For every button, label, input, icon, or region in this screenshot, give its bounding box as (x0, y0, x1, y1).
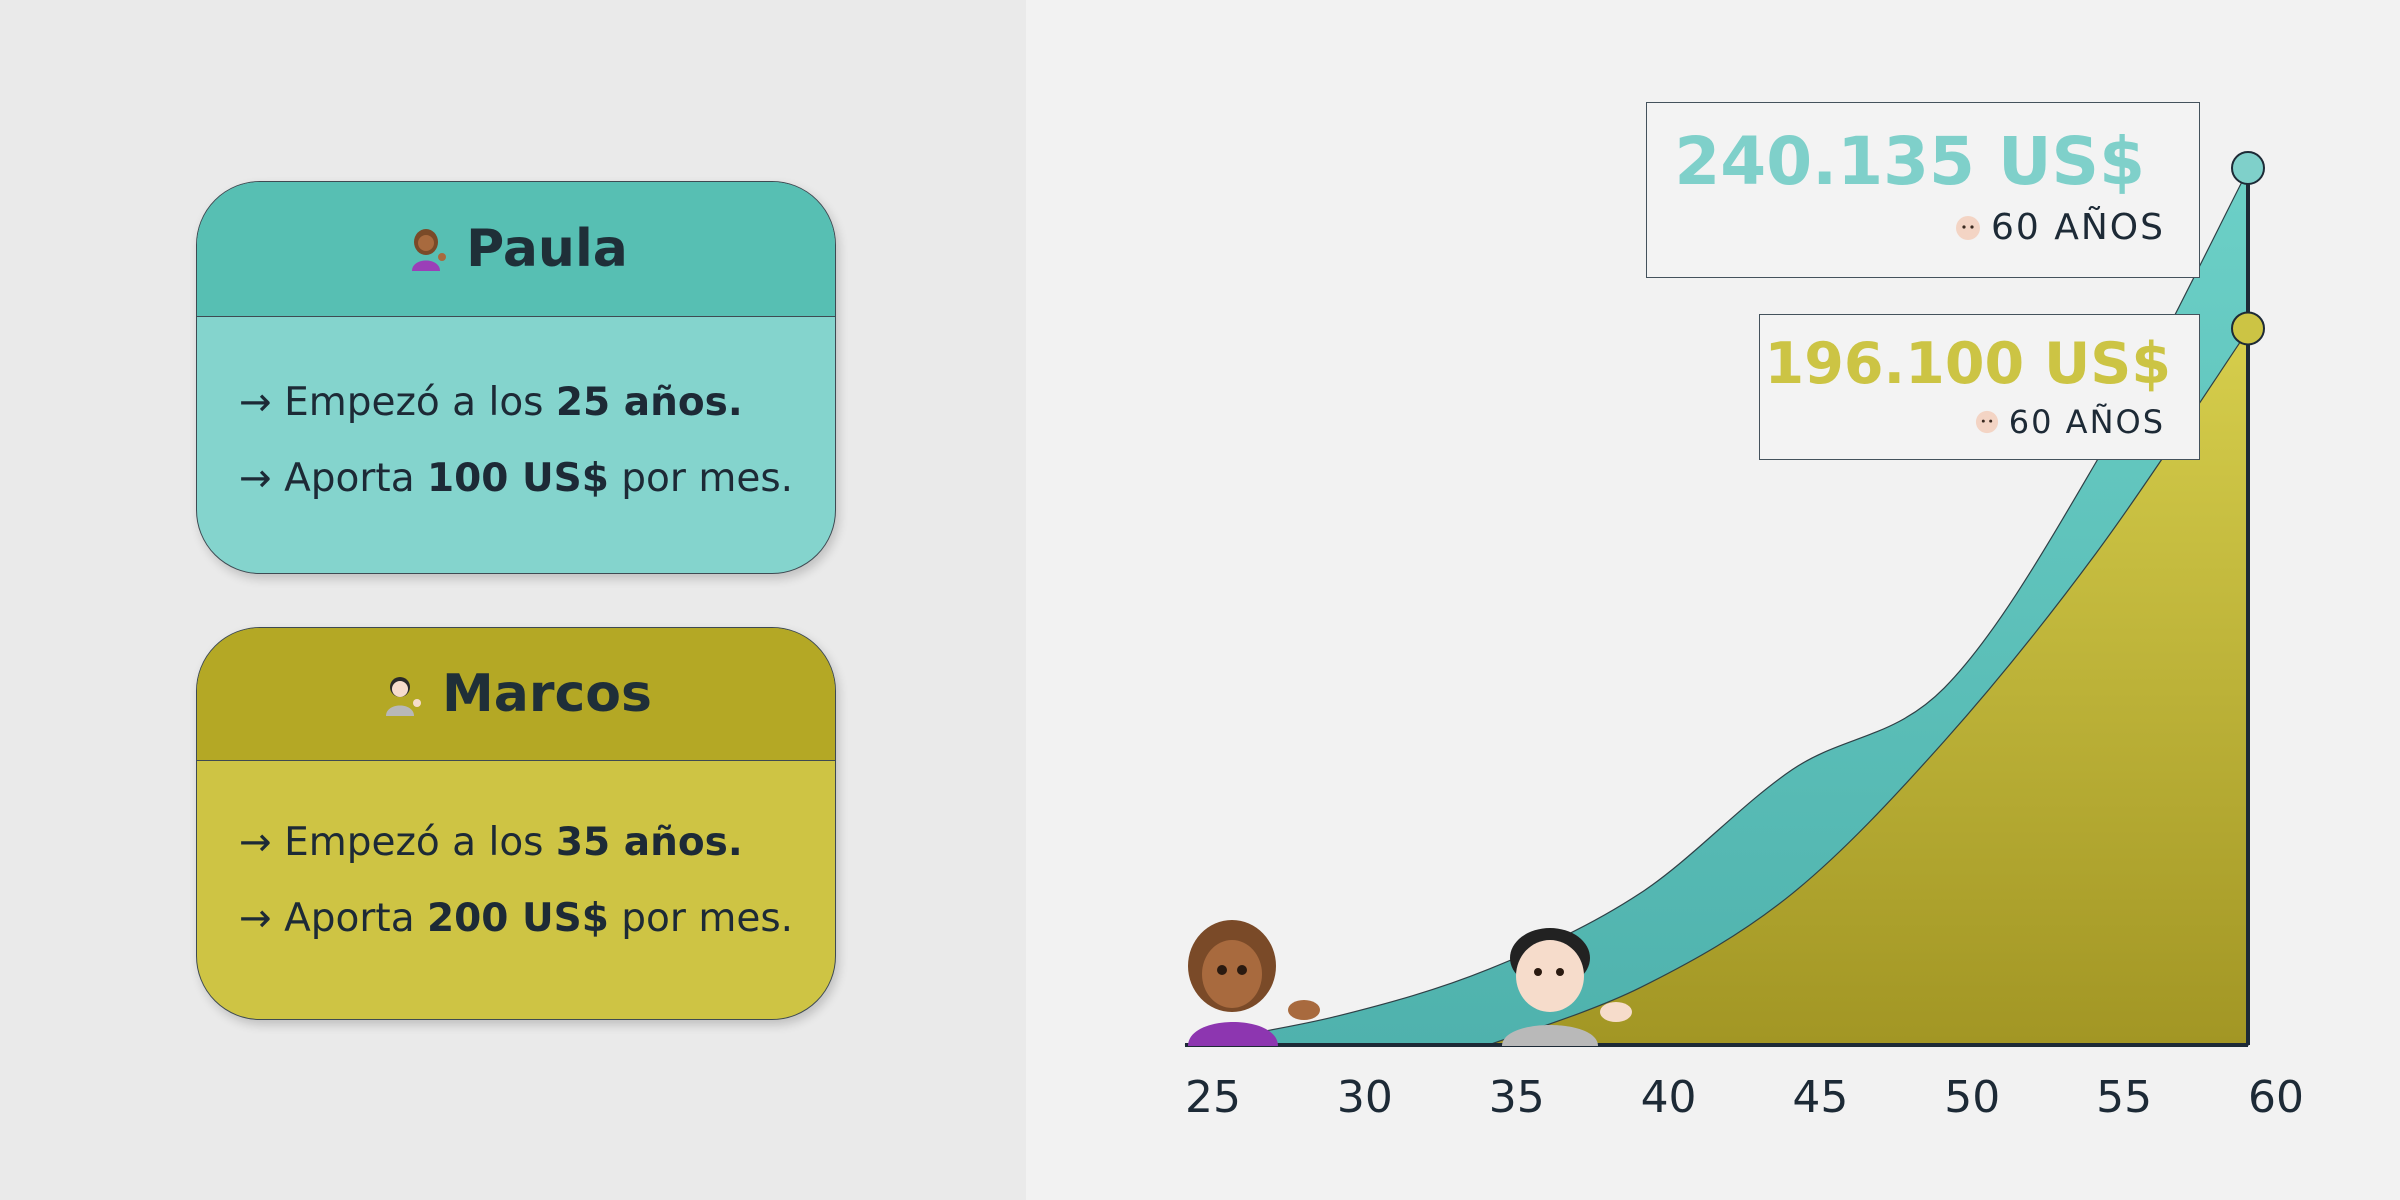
paula-card-body: → Empezó a los 25 años. → Aporta 100 US$… (197, 317, 835, 517)
marcos-card: Marcos → Empezó a los 35 años. → Aporta … (196, 627, 836, 1020)
paula-end-marker (2231, 151, 2265, 185)
older-person-icon (1975, 410, 1998, 434)
x-tick-label: 45 (1792, 1072, 1848, 1123)
marcos-card-header: Marcos (197, 628, 835, 761)
x-tick-label: 35 (1489, 1072, 1545, 1123)
paula-final-amount: 240.135 US$ (1674, 123, 2145, 200)
marcos-avatar (1502, 928, 1632, 1046)
x-tick-label: 55 (2096, 1072, 2152, 1123)
woman-shrugging-icon (412, 229, 447, 271)
marcos-card-body: → Empezó a los 35 años. → Aporta 200 US$… (197, 761, 835, 957)
x-tick-label: 60 (2248, 1072, 2304, 1123)
marcos-name: Marcos (442, 664, 652, 724)
x-tick-label: 40 (1641, 1072, 1697, 1123)
x-tick-label: 50 (1944, 1072, 2000, 1123)
person-shrugging-icon (386, 677, 421, 716)
marcos-contribution-line: → Aporta 200 US$ por mes. (239, 896, 794, 941)
x-tick-label: 30 (1337, 1072, 1393, 1123)
paula-value-callout: 240.135 US$ 60 AÑOS (1646, 102, 2200, 278)
marcos-value-callout: 196.100 US$ 60 AÑOS (1759, 314, 2200, 460)
paula-final-age: 60 AÑOS (1955, 207, 2165, 248)
marcos-final-amount: 196.100 US$ (1764, 331, 2171, 397)
paula-avatar (1188, 920, 1320, 1046)
paula-card: Paula → Empezó a los 25 años. → Aporta 1… (196, 181, 836, 574)
paula-contribution-line: → Aporta 100 US$ por mes. (239, 456, 794, 501)
marcos-start-line: → Empezó a los 35 años. (239, 820, 743, 865)
marcos-area (1488, 328, 2249, 1046)
paula-name: Paula (466, 219, 628, 279)
marcos-final-age: 60 AÑOS (1975, 403, 2165, 441)
x-tick-label: 25 (1185, 1072, 1241, 1123)
paula-card-header: Paula (197, 182, 835, 317)
marcos-end-marker (2231, 311, 2265, 346)
x-tick-labels: 25 30 35 40 45 50 55 60 (1185, 1072, 2304, 1123)
paula-start-line: → Empezó a los 25 años. (239, 380, 743, 425)
older-person-icon (1956, 215, 1980, 240)
